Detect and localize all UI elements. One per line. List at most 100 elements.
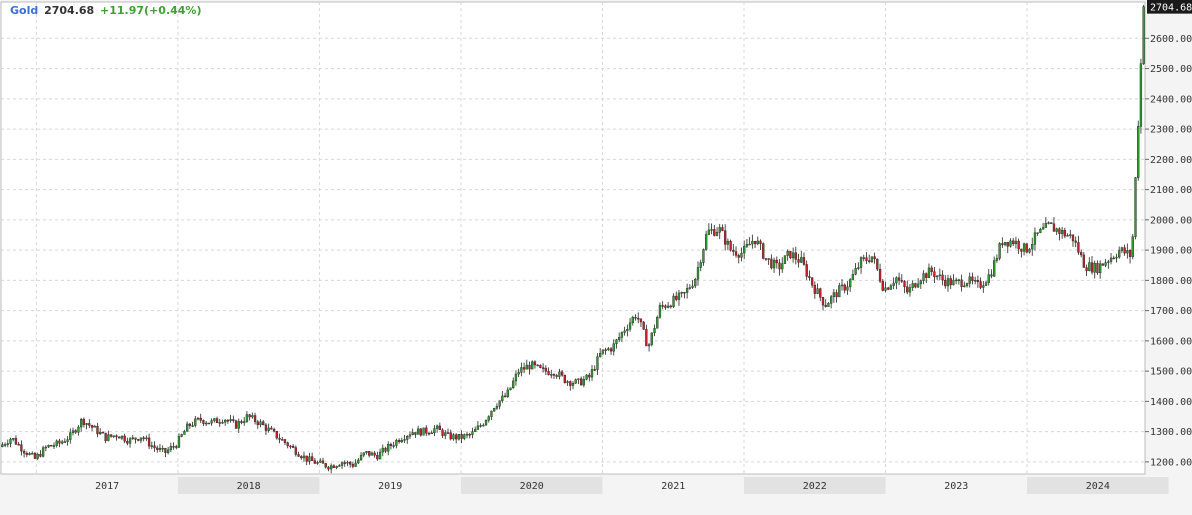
candle-body (283, 439, 287, 443)
candle-body (36, 454, 39, 459)
y-tick-label: 2100.00 (1150, 185, 1192, 196)
candle-body (737, 255, 740, 258)
candle-body (1071, 234, 1075, 242)
candle-body (623, 330, 626, 333)
candle-body (577, 378, 580, 380)
candle-body (297, 454, 300, 457)
candle-body (656, 317, 659, 329)
candle-body (66, 439, 69, 442)
candle-body (213, 418, 216, 421)
candle-body (465, 434, 469, 436)
candle-body (316, 462, 319, 464)
candle-body (495, 406, 499, 409)
candle-body (74, 430, 77, 433)
candle-body (294, 447, 297, 455)
candle-body (107, 434, 110, 441)
candle-body (1066, 235, 1069, 237)
candle-body (612, 343, 615, 352)
candle-body (164, 448, 167, 453)
candle-body (281, 439, 284, 441)
candle-body (849, 279, 852, 288)
x-tick-label: 2020 (520, 481, 544, 492)
candle-body (829, 296, 833, 304)
candle-body (463, 434, 466, 439)
candle-body (498, 400, 501, 407)
candle-body (816, 288, 819, 294)
candle-body (397, 440, 401, 443)
candle-body (696, 267, 700, 280)
candle-body (1025, 243, 1028, 253)
candle-body (479, 425, 482, 427)
candle-body (101, 431, 105, 434)
candle-body (381, 447, 384, 453)
candle-body (971, 276, 974, 281)
candle-body (680, 292, 683, 294)
candle-body (954, 279, 958, 282)
candle-body (762, 243, 765, 259)
candle-body (99, 431, 102, 435)
plot-background (0, 1, 1146, 475)
candle-body (574, 379, 577, 384)
candle-body (946, 278, 950, 287)
y-tick-label: 1800.00 (1150, 276, 1192, 287)
candle-body (63, 441, 67, 443)
candle-body (145, 437, 148, 440)
candle-body (226, 419, 230, 422)
candle-body (645, 329, 648, 347)
candle-body (60, 441, 64, 444)
year-band (460, 477, 603, 494)
candle-body (1131, 236, 1134, 257)
candle-body (984, 282, 988, 286)
candle-body (457, 434, 461, 440)
candle-body (911, 283, 914, 288)
candle-body (433, 428, 436, 434)
candle-body (974, 280, 977, 282)
candle-body (357, 459, 360, 464)
year-band (744, 477, 886, 494)
candle-body (474, 429, 477, 432)
candle-body (139, 437, 143, 441)
candle-body (590, 369, 594, 378)
candle-body (666, 305, 670, 308)
candle-body (1, 444, 4, 447)
x-tick-label: 2019 (378, 481, 402, 492)
candle-body (120, 435, 124, 439)
candle-body (349, 461, 352, 465)
candle-body (365, 451, 368, 453)
candle-body (639, 318, 643, 323)
candle-body (786, 250, 789, 256)
candle-body (897, 277, 901, 281)
candle-body (819, 288, 822, 298)
candle-body (960, 279, 963, 287)
candle-body (781, 263, 784, 270)
candle-body (275, 430, 278, 439)
candle-body (493, 408, 496, 412)
candle-body (1099, 263, 1102, 274)
candle-body (759, 240, 762, 244)
candle-body (683, 292, 686, 294)
candle-body (221, 421, 224, 424)
candle-body (517, 372, 520, 375)
candle-body (531, 361, 534, 370)
candle-body (770, 258, 773, 269)
candle-body (618, 337, 621, 340)
candle-body (354, 462, 357, 467)
candle-body (1088, 262, 1091, 271)
x-tick-label: 2017 (95, 481, 119, 492)
candle-body (585, 374, 588, 380)
candle-body (862, 257, 865, 259)
y-tick-label: 2000.00 (1150, 215, 1192, 226)
candle-body (525, 364, 528, 370)
candle-body (865, 257, 868, 261)
last-price-tag (1147, 0, 1192, 14)
y-tick-label: 2200.00 (1150, 155, 1192, 166)
candle-body (748, 243, 751, 246)
candle-body (161, 448, 164, 450)
candle-body (188, 423, 192, 426)
candle-body (895, 277, 898, 284)
candle-body (713, 229, 716, 236)
candle-body (205, 422, 208, 425)
candle-body (805, 264, 808, 277)
